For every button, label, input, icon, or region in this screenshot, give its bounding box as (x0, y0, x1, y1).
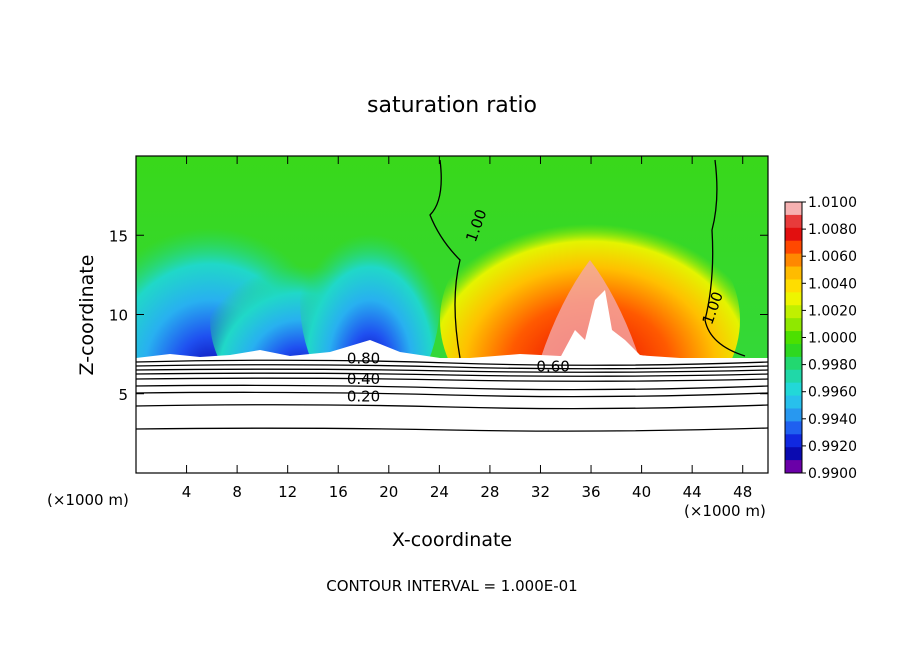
colorbar-swatch (785, 434, 802, 448)
colorbar-label: 0.9920 (808, 439, 857, 455)
x-axis-label: X-coordinate (392, 529, 512, 551)
contour-label: 0.20 (347, 388, 380, 406)
colorbar: 1.0100 1.0080 1.0060 1.0040 1.0020 1.0000 0.99… (784, 195, 857, 482)
y-tick-label: 5 (118, 386, 128, 404)
x-unit-right: (×1000 m) (684, 502, 766, 520)
colorbar-label: 1.0080 (808, 222, 857, 238)
x-tick-label: 28 (480, 483, 499, 501)
colorbar-label: 0.9940 (808, 412, 857, 428)
x-tick-label: 32 (531, 483, 550, 501)
colorbar-swatch (785, 292, 802, 306)
colorbar-label: 0.9960 (808, 385, 857, 401)
x-tick-label: 40 (632, 483, 651, 501)
colorbar-swatch (785, 279, 802, 293)
colorbar-swatch (785, 460, 802, 474)
x-tick-label: 24 (430, 483, 449, 501)
y-axis-label: Z-coordinate (76, 255, 98, 376)
x-tick-label: 20 (379, 483, 398, 501)
contour-lines (136, 159, 768, 432)
field-layer (136, 156, 768, 473)
colorbar-label: 0.9980 (808, 358, 857, 374)
chart-title: saturation ratio (367, 93, 537, 118)
colorbar-swatch (785, 408, 802, 422)
colorbar-swatch (785, 382, 802, 397)
x-unit-left: (×1000 m) (47, 491, 129, 509)
x-axis-ticks: 4 8 12 16 20 24 28 32 36 40 44 48 (182, 156, 752, 501)
colorbar-swatch (785, 343, 802, 358)
x-tick-label: 16 (329, 483, 348, 501)
x-tick-label: 44 (683, 483, 702, 501)
y-tick-label: 10 (109, 307, 128, 325)
colorbar-label: 1.0100 (808, 195, 857, 211)
colorbar-swatch (785, 227, 802, 242)
colorbar-label: 1.0060 (808, 249, 857, 265)
x-tick-label: 4 (182, 483, 192, 501)
y-axis-ticks: 5 10 15 (109, 227, 768, 404)
colorbar-label: 1.0000 (808, 331, 857, 347)
colorbar-label: 1.0040 (808, 276, 857, 292)
y-tick-label: 15 (109, 227, 128, 245)
x-tick-label: 36 (581, 483, 600, 501)
colorbar-label: 0.9900 (808, 466, 857, 482)
x-tick-label: 48 (733, 483, 752, 501)
contour-interval-note: CONTOUR INTERVAL = 1.000E-01 (326, 577, 577, 595)
contour-label: 0.60 (536, 358, 569, 376)
colorbar-swatch (785, 214, 802, 229)
colorbar-label: 1.0020 (808, 303, 857, 319)
colorbar-swatch (785, 240, 802, 255)
contour-label: 0.80 (347, 350, 380, 368)
colorbar-swatch (785, 266, 802, 280)
colorbar-swatch (785, 356, 802, 371)
colorbar-swatch (785, 447, 802, 461)
colorbar-swatch (785, 369, 802, 384)
x-tick-label: 8 (232, 483, 242, 501)
x-tick-label: 12 (278, 483, 297, 501)
colorbar-swatch (785, 305, 802, 319)
contour-label: 0.40 (347, 370, 380, 388)
colorbar-swatch (785, 421, 802, 435)
colorbar-swatch (785, 331, 802, 345)
colorbar-swatch (785, 395, 802, 409)
colorbar-swatch (785, 253, 802, 268)
colorbar-swatch (785, 318, 802, 332)
colorbar-swatch (785, 202, 802, 216)
cloud-interior (560, 290, 660, 358)
